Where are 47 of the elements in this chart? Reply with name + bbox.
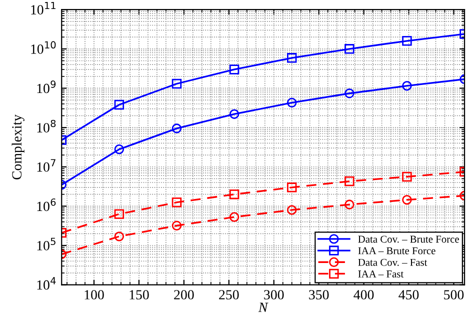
legend-label: IAA – Fast — [358, 270, 404, 278]
point — [402, 36, 412, 46]
point — [344, 88, 354, 98]
x-tick-label: 400 — [354, 290, 374, 300]
point — [344, 200, 354, 210]
point — [286, 205, 297, 215]
x-tick-label: 450 — [398, 290, 419, 300]
point — [172, 124, 182, 134]
x-tick-label: 500 — [444, 290, 464, 300]
x-tick-label: 100 — [84, 290, 104, 300]
point — [402, 172, 412, 182]
point — [229, 212, 240, 222]
point — [172, 198, 182, 208]
y-tick-label: 10$^{4}$ — [37, 277, 56, 290]
legend-label: IAA – Brute Force — [358, 247, 436, 254]
legend-label: Data Cov. – Fast — [358, 258, 428, 266]
point — [114, 100, 124, 110]
x-tick-label: 250 — [219, 290, 239, 300]
point — [229, 109, 240, 119]
point — [114, 232, 124, 242]
legend-label: Data Cov. – Brute Force — [358, 236, 459, 243]
y-tick-label: 10$^{11}$ — [31, 2, 56, 14]
y-axis-title: Complexity — [12, 114, 24, 180]
point — [229, 189, 240, 200]
x-axis-title: N — [258, 302, 268, 312]
point — [229, 64, 240, 74]
point — [114, 144, 124, 154]
point — [344, 44, 354, 54]
x-tick-label: 300 — [264, 290, 284, 300]
x-tick-label: 150 — [130, 290, 149, 300]
y-tick-label: 10$^{10}$ — [31, 41, 56, 54]
y-tick-label: 10$^{8}$ — [37, 120, 56, 132]
point — [172, 78, 182, 89]
x-tick-label: 350 — [309, 290, 329, 300]
y-tick-label: 10$^{5}$ — [37, 238, 56, 250]
point — [402, 80, 412, 91]
y-tick-label: 10$^{6}$ — [37, 198, 56, 212]
y-tick-label: 10$^{9}$ — [37, 80, 56, 94]
point — [286, 98, 297, 108]
point — [172, 220, 182, 230]
point — [344, 176, 354, 186]
point — [114, 209, 124, 219]
y-tick-label: 10$^{7}$ — [37, 159, 56, 172]
point — [286, 53, 297, 63]
point — [402, 194, 412, 205]
point — [286, 182, 297, 192]
x-tick-label: 200 — [174, 290, 194, 300]
